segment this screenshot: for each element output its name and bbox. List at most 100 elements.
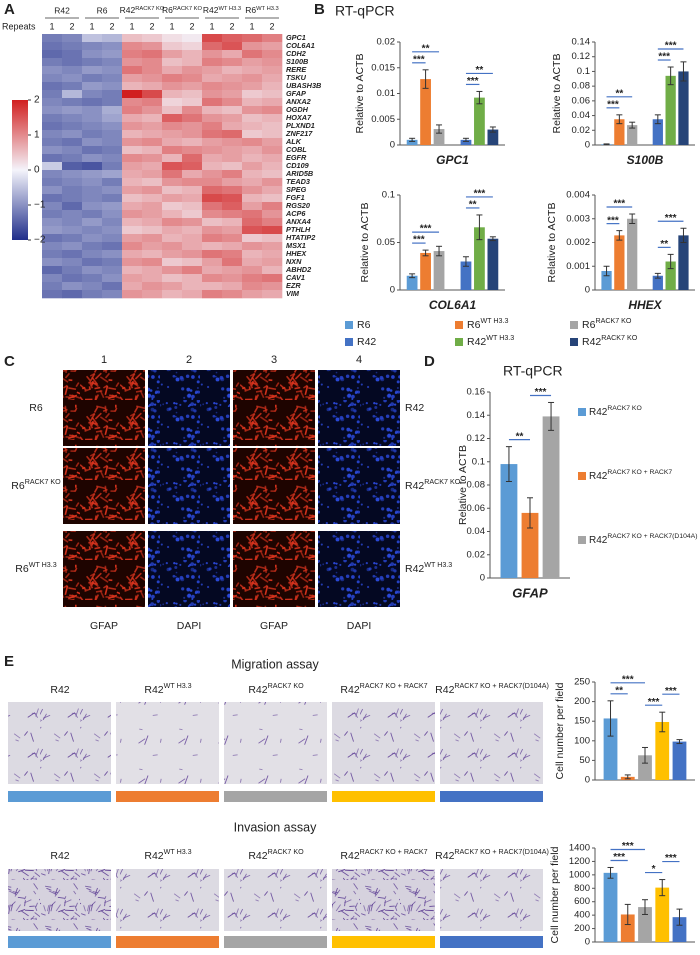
micrograph <box>148 370 230 446</box>
heat-cell <box>82 58 103 67</box>
heat-cell <box>142 66 163 75</box>
heat-cell <box>202 66 223 75</box>
heat-cell <box>122 250 143 259</box>
legend-label-base: R6 <box>467 319 481 331</box>
row-label-sup: RACK7 KO <box>424 478 460 486</box>
heat-cell <box>142 274 163 283</box>
column-label-sup: WT H3.3 <box>164 848 192 856</box>
heat-cell <box>182 170 203 179</box>
gene-label: ALK <box>285 137 302 146</box>
heat-cell <box>122 74 143 83</box>
heat-cell <box>242 74 263 83</box>
heat-cell <box>142 178 163 187</box>
micrograph <box>233 370 315 446</box>
condition-bar <box>440 936 543 948</box>
column-label: R42 <box>50 850 69 862</box>
column-label-sup: RACK7 KO <box>268 682 304 690</box>
heat-cell <box>182 234 203 243</box>
heat-cell <box>262 74 283 83</box>
micrograph <box>233 531 315 607</box>
gene-label: ABHD2 <box>285 265 311 274</box>
heat-cell <box>82 66 103 75</box>
significance-label: ** <box>469 200 477 211</box>
heat-cell <box>142 82 163 91</box>
heat-cell <box>162 106 183 115</box>
bar <box>652 119 663 145</box>
bar <box>665 75 676 145</box>
heat-cell <box>182 154 203 163</box>
significance-label: *** <box>622 674 634 685</box>
heat-cell <box>102 258 123 267</box>
heat-cell <box>222 234 243 243</box>
heat-cell <box>222 202 243 211</box>
gene-label: ANXA4 <box>285 217 311 226</box>
heat-cell <box>162 90 183 99</box>
heat-cell <box>262 90 283 99</box>
heat-cell <box>42 106 63 115</box>
x-axis-label: COL6A1 <box>429 298 477 312</box>
panel-label: B <box>314 1 325 18</box>
heat-cell <box>242 250 263 259</box>
heat-cell <box>82 258 103 267</box>
legend-label-base: R6 <box>582 319 596 331</box>
gene-label: SPEG <box>286 185 307 194</box>
y-tick-label: 150 <box>574 716 590 727</box>
bar <box>433 251 445 290</box>
heat-cell <box>82 138 103 147</box>
heat-cell <box>42 162 63 171</box>
heat-cell <box>102 250 123 259</box>
bar <box>542 416 560 578</box>
heat-cell <box>102 146 123 155</box>
row-label-base: R42 <box>405 563 424 575</box>
heat-cell <box>42 146 63 155</box>
heat-cell <box>142 146 163 155</box>
group-label-base: R6 <box>162 5 173 15</box>
gene-label: RGS20 <box>286 201 310 210</box>
heat-cell <box>142 58 163 67</box>
significance-label: ** <box>422 43 430 54</box>
heat-cell <box>222 106 243 115</box>
heat-cell <box>102 138 123 147</box>
micrograph <box>318 448 400 524</box>
column-label-base: R42 <box>435 684 454 696</box>
gene-label: FGF1 <box>286 193 305 202</box>
legend-label: R6RACK7 KO <box>582 317 632 331</box>
heat-cell <box>242 202 263 211</box>
x-axis-label: GPC1 <box>436 153 469 167</box>
gene-label: NXN <box>286 257 302 266</box>
bar <box>601 271 612 290</box>
heat-cell <box>142 202 163 211</box>
heat-cell <box>102 210 123 219</box>
heat-cell <box>82 290 103 299</box>
heat-cell <box>202 74 223 83</box>
y-tick-label: 0.14 <box>572 37 591 48</box>
heat-cell <box>82 98 103 107</box>
legend-label: R6WT H3.3 <box>467 317 508 331</box>
heat-cell <box>202 82 223 91</box>
gene-label: VIM <box>286 289 300 298</box>
heat-cell <box>82 146 103 155</box>
heat-cell <box>202 58 223 67</box>
heat-cell <box>102 202 123 211</box>
heat-cell <box>42 282 63 291</box>
heat-cell <box>262 266 283 275</box>
heat-cell <box>142 42 163 51</box>
bar <box>638 907 652 942</box>
heat-cell <box>62 154 83 163</box>
bar <box>487 238 499 290</box>
heat-cell <box>222 186 243 195</box>
micrograph <box>148 448 230 524</box>
heat-cell <box>162 290 183 299</box>
heat-cell <box>62 106 83 115</box>
heat-cell <box>102 106 123 115</box>
column-label-sup: RACK7 KO + RACK7(D104A) <box>454 848 548 856</box>
bar <box>460 261 472 290</box>
y-tick-label: 0.04 <box>467 526 486 537</box>
heat-cell <box>182 98 203 107</box>
heat-cell <box>182 34 203 43</box>
heat-cell <box>42 194 63 203</box>
heat-cell <box>222 266 243 275</box>
gene-label: HTATIP2 <box>286 233 315 242</box>
heat-cell <box>262 226 283 235</box>
